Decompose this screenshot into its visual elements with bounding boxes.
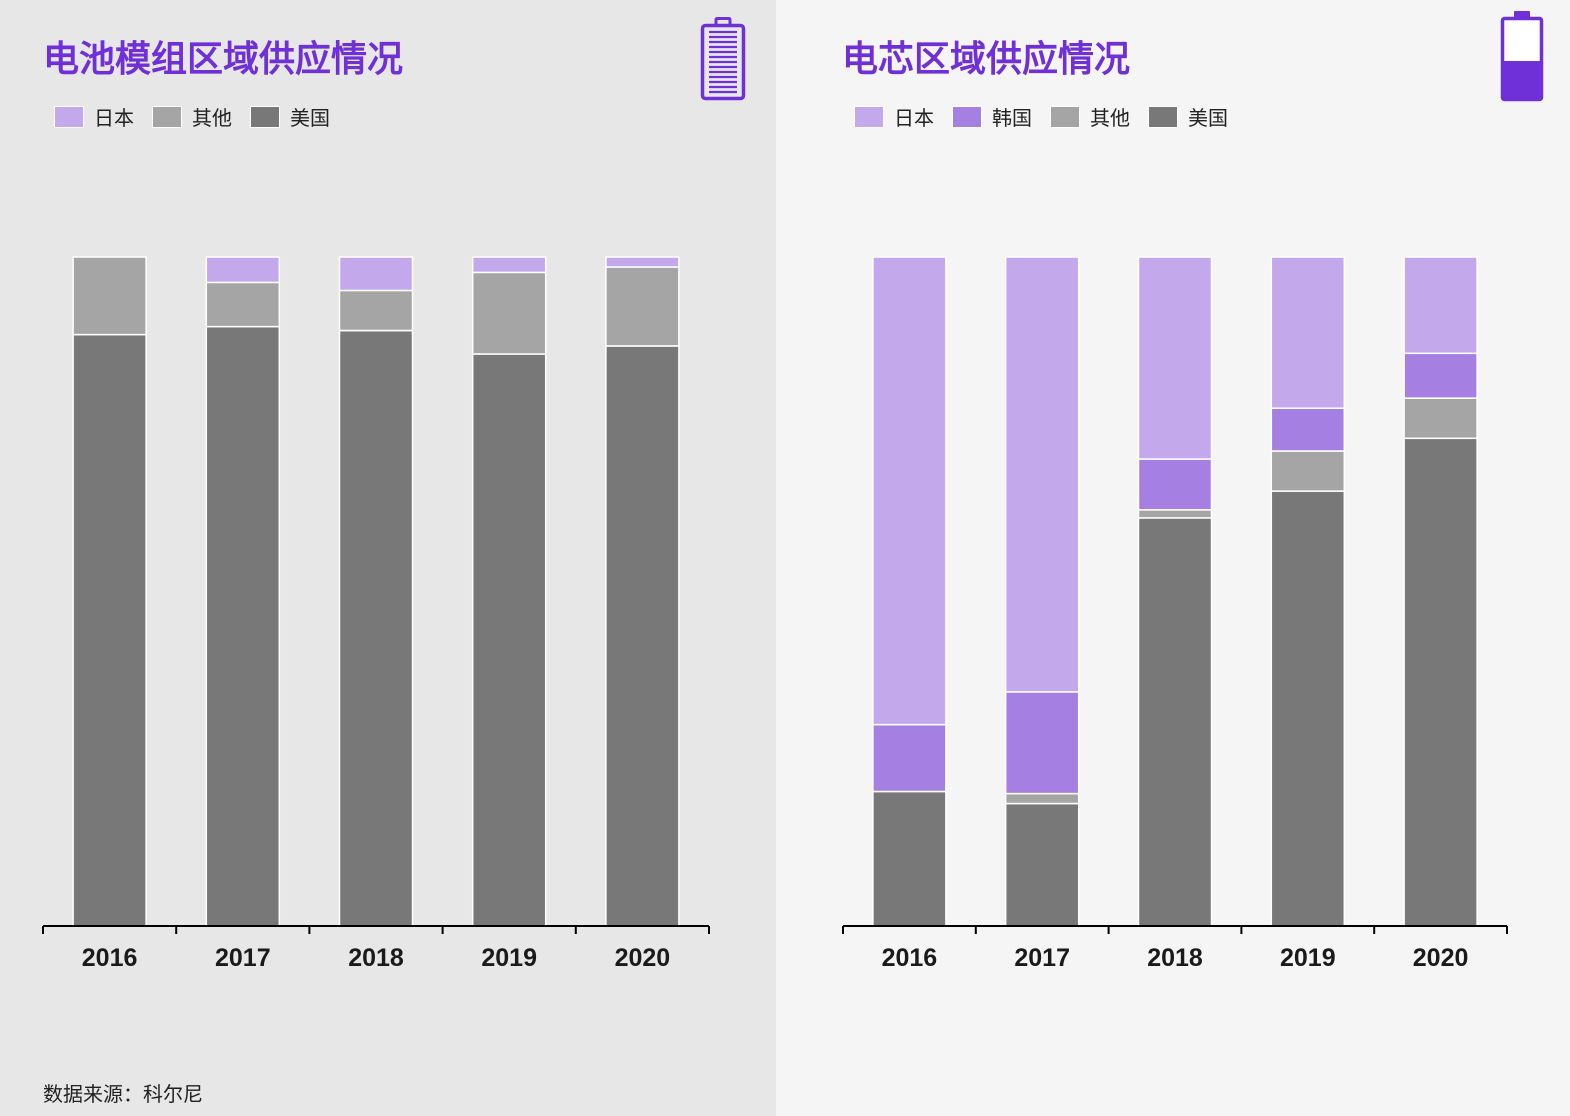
x-tick-label: 2017: [1014, 944, 1070, 972]
bar-segment-usa-2016: [72, 333, 147, 927]
legend-swatch-korea: [952, 105, 982, 128]
bar-segment-usa-2020: [605, 345, 680, 927]
bar-segment-other-2018: [338, 289, 414, 332]
x-tick-label: 2016: [882, 944, 938, 972]
battery-module-panel: 电池模组区域供应情况 日本 其他 美国 2016 2017 2018 2019 2020…: [0, 0, 776, 1116]
bar-segment-korea-2016: [872, 723, 947, 793]
bar-segment-other-2018: [1137, 509, 1213, 519]
bar-segment-japan-2020: [1403, 256, 1478, 355]
bar-segment-other-2020: [1403, 397, 1478, 440]
bar-segment-usa-2016: [872, 790, 947, 927]
bar-segment-japan-2018: [338, 256, 414, 292]
legend-swatch-japan: [854, 105, 884, 128]
chart-title: 电池模组区域供应情况: [43, 39, 404, 80]
legend-item-japan: 日本: [854, 102, 934, 131]
legend-swatch-other: [152, 105, 182, 128]
bar-segment-korea-2017: [1004, 691, 1080, 795]
x-tick-label: 2018: [348, 944, 404, 972]
legend: 日本 其他 美国: [54, 102, 348, 131]
legend-label: 美国: [290, 106, 330, 130]
bar-segment-japan-2017: [205, 256, 281, 284]
bar-segment-usa-2018: [1137, 517, 1213, 927]
x-tick-label: 2018: [1147, 944, 1203, 972]
chart-title: 电芯区域供应情况: [842, 39, 1131, 80]
legend-item-usa: 美国: [1148, 102, 1228, 131]
bar-segment-other-2019: [471, 271, 547, 355]
bar-segment-usa-2018: [338, 329, 414, 927]
bar-segment-usa-2019: [1270, 490, 1346, 927]
legend-swatch-japan: [54, 105, 84, 128]
bar-segment-usa-2017: [1004, 802, 1080, 927]
legend-item-korea: 韩国: [952, 102, 1032, 131]
legend-item-japan: 日本: [54, 102, 134, 131]
bar-segment-korea-2018: [1137, 458, 1213, 511]
bar-segment-usa-2017: [205, 325, 281, 927]
bar-segment-korea-2019: [1270, 407, 1346, 452]
legend-item-other: 其他: [152, 102, 232, 131]
battery-cell-panel: 电芯区域供应情况 日本 韩国 其他 美国 2016 2017 2018 2019 202…: [776, 0, 1570, 1116]
bar-segment-usa-2020: [1403, 437, 1478, 927]
bar-segment-japan-2016: [872, 256, 947, 726]
battery-cell-chart: 2016 2017 2018 2019 2020: [842, 256, 1508, 972]
battery-low-icon: [1500, 11, 1544, 102]
legend-item-usa: 美国: [250, 102, 330, 131]
bar-segment-japan-2020: [605, 256, 680, 268]
bar-segment-usa-2019: [471, 353, 547, 927]
bar-segment-other-2017: [205, 281, 281, 328]
x-tick-label: 2020: [1413, 944, 1469, 972]
legend-label: 美国: [1188, 106, 1228, 130]
bar-segment-japan-2018: [1137, 256, 1213, 460]
legend-label: 日本: [94, 106, 134, 130]
legend-item-other: 其他: [1050, 102, 1130, 131]
legend-swatch-usa: [1148, 105, 1178, 128]
legend-label: 韩国: [992, 106, 1032, 130]
legend-swatch-usa: [250, 105, 280, 128]
bar-segment-japan-2019: [471, 256, 547, 274]
bar-segment-japan-2019: [1270, 256, 1346, 409]
x-tick-label: 2019: [481, 944, 537, 972]
battery-full-icon: [700, 17, 746, 101]
bar-segment-japan-2017: [1004, 256, 1080, 693]
bar-segment-korea-2020: [1403, 352, 1478, 399]
bar-segment-other-2019: [1270, 450, 1346, 492]
battery-module-chart: 2016 2017 2018 2019 2020: [42, 256, 710, 972]
x-tick-label: 2017: [215, 944, 271, 972]
bar-segment-other-2017: [1004, 792, 1080, 805]
x-tick-label: 2016: [82, 944, 138, 972]
bar-segment-other-2016: [72, 256, 147, 336]
legend: 日本 韩国 其他 美国: [854, 102, 1246, 131]
bar-segment-other-2020: [605, 266, 680, 347]
legend-swatch-other: [1050, 105, 1080, 128]
legend-label: 其他: [1090, 106, 1130, 130]
x-tick-label: 2020: [615, 944, 671, 972]
x-tick-label: 2019: [1280, 944, 1336, 972]
source-note: 数据来源：科尔尼: [43, 1082, 203, 1106]
legend-label: 其他: [192, 106, 232, 130]
legend-label: 日本: [894, 106, 934, 130]
